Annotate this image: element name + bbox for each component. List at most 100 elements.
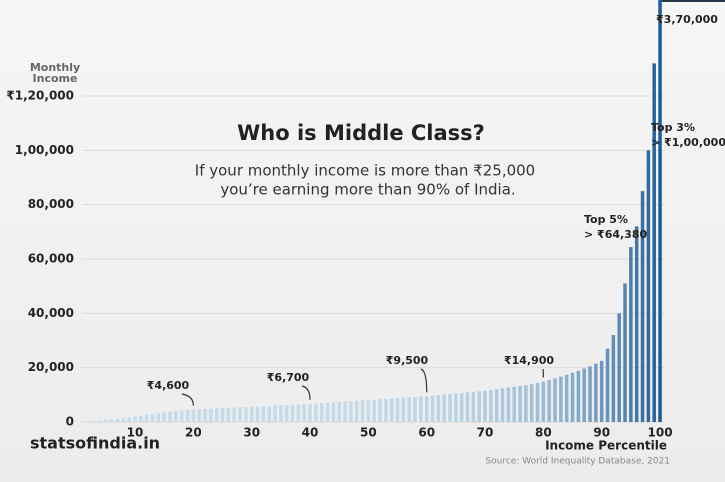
y-axis-label: Monthly: [30, 61, 80, 74]
x-axis-label: Income Percentile: [545, 439, 667, 453]
bar: [174, 411, 178, 422]
bar: [512, 386, 516, 422]
bar: [360, 400, 365, 422]
bar: [185, 410, 190, 422]
bar: [86, 421, 91, 422]
bar: [389, 398, 394, 422]
bar: [401, 397, 406, 422]
bar: [337, 401, 341, 422]
bar: [179, 410, 184, 422]
annotation-leader: [420, 368, 428, 393]
bar: [384, 398, 388, 422]
bar: [646, 150, 651, 423]
bar: [232, 407, 236, 422]
bar: [290, 404, 295, 422]
y-tick-label: 60,000: [28, 252, 74, 266]
bar: [424, 396, 429, 422]
y-tick-label: 80,000: [28, 197, 74, 211]
bar: [535, 382, 540, 422]
bar: [104, 420, 108, 422]
bar: [267, 405, 271, 422]
x-tick-label: 10: [127, 426, 144, 440]
x-tick-label: 50: [360, 426, 377, 440]
bar: [599, 360, 604, 422]
bar: [582, 368, 586, 422]
annotation: ₹9,500: [386, 354, 429, 367]
bar: [652, 63, 656, 423]
bar: [483, 390, 487, 422]
bar: [156, 413, 161, 422]
bar: [226, 407, 231, 422]
bar: [500, 388, 505, 422]
bar: [354, 400, 359, 422]
bar: [378, 399, 382, 422]
annotation: ₹4,600: [147, 379, 190, 392]
bar: [296, 404, 301, 422]
bar: [413, 396, 417, 422]
annotation: ₹3,70,000: [656, 13, 718, 26]
bar: [115, 419, 120, 422]
x-tick-label: 30: [243, 426, 260, 440]
bar: [448, 394, 452, 422]
bar: [255, 406, 260, 422]
bar: [168, 411, 172, 422]
bar: [442, 394, 446, 422]
bar: [302, 404, 306, 422]
bar: [634, 226, 639, 422]
bar: [623, 283, 627, 422]
bar: [214, 408, 219, 422]
bar: [191, 409, 196, 422]
bar: [553, 378, 557, 422]
bar: [658, 0, 662, 422]
bar: [325, 402, 330, 422]
bars: [80, 0, 662, 423]
y-tick-label: 40,000: [28, 306, 74, 320]
annotation: ₹6,700: [267, 371, 310, 384]
bar: [489, 389, 493, 422]
bar: [121, 418, 126, 422]
y-tick-label: 0: [66, 415, 74, 429]
bar: [273, 405, 277, 422]
source: Source: World Inequality Database, 2021: [485, 457, 670, 467]
subtitle: you’re earning more than 90% of India.: [220, 181, 515, 199]
bar: [139, 415, 143, 422]
bar: [494, 389, 499, 422]
chart-title: Who is Middle Class?: [237, 121, 485, 145]
bar: [547, 379, 551, 422]
bar: [238, 407, 242, 422]
bar: [144, 414, 149, 422]
bar: [617, 313, 621, 422]
top-border: [660, 0, 725, 2]
annotation: > ₹1,00,000: [651, 136, 725, 149]
bar: [349, 401, 353, 422]
bar: [559, 376, 563, 422]
bar: [127, 417, 131, 422]
y-tick-label: 1,00,000: [15, 143, 74, 157]
bar: [454, 393, 458, 422]
bar: [98, 420, 102, 422]
annotation: Top 3%: [651, 121, 695, 134]
bar: [430, 395, 435, 422]
bar: [471, 391, 476, 422]
x-tick-label: 20: [185, 426, 202, 440]
x-tick-label: 60: [418, 426, 435, 440]
brand: statsofindia.in: [30, 434, 160, 453]
bar: [244, 407, 248, 422]
bar: [518, 385, 522, 422]
bar: [314, 403, 318, 422]
x-tick-label: 100: [648, 426, 673, 440]
bar: [524, 385, 528, 422]
bar: [279, 405, 283, 422]
bar: [203, 408, 207, 422]
bar: [541, 381, 546, 422]
bar: [150, 414, 155, 422]
bar: [629, 247, 633, 422]
bar: [162, 412, 166, 422]
x-tick-label: 90: [593, 426, 610, 440]
bar: [197, 409, 201, 422]
bar: [564, 374, 569, 422]
x-tick-label: 70: [477, 426, 494, 440]
y-tick-label: 20,000: [28, 360, 74, 374]
bar: [576, 370, 581, 422]
